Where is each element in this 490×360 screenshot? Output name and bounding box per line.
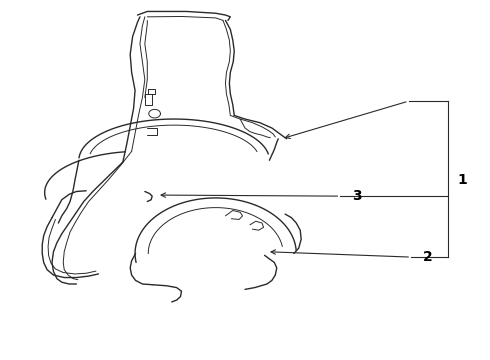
Text: 2: 2 xyxy=(423,250,433,264)
Text: 3: 3 xyxy=(352,189,362,203)
Text: 1: 1 xyxy=(458,173,467,187)
